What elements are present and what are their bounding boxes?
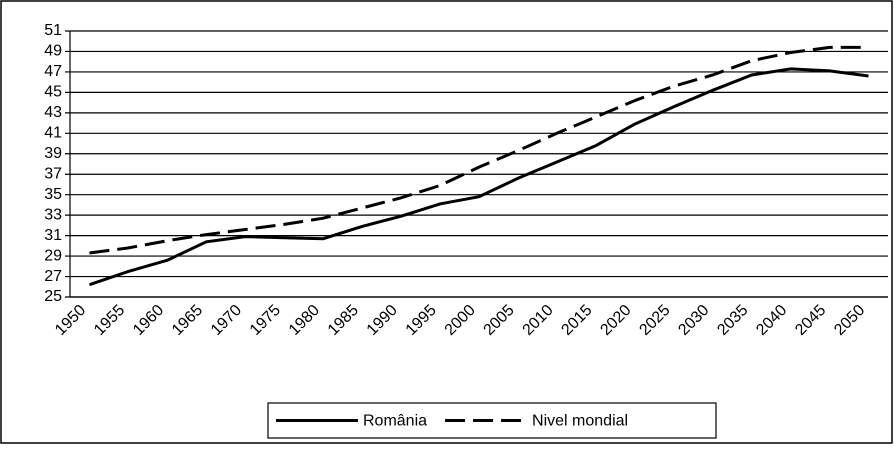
y-tick-label: 43	[44, 104, 62, 121]
y-tick-label: 31	[44, 227, 62, 244]
y-tick-label: 29	[44, 247, 62, 264]
legend-label: Nivel mondial	[532, 413, 628, 430]
y-tick-label: 33	[44, 206, 62, 223]
y-tick-label: 35	[44, 186, 62, 203]
y-tick-label: 45	[44, 84, 62, 101]
series-line	[89, 67, 869, 287]
y-tick-label: 41	[44, 125, 62, 142]
y-tick-label: 51	[44, 22, 62, 39]
y-tick-label: 25	[44, 288, 62, 305]
y-tick-label: 49	[44, 43, 62, 60]
y-tick-label: 39	[44, 145, 62, 162]
y-tick-label: 47	[44, 63, 62, 80]
y-tick-label: 27	[44, 268, 62, 285]
series-line	[89, 45, 869, 255]
y-tick-label: 37	[44, 165, 62, 182]
legend-label: România	[363, 413, 427, 430]
